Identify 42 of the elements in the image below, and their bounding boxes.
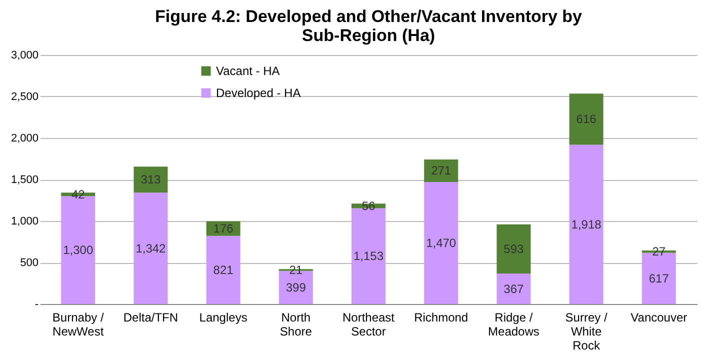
bar	[569, 94, 604, 145]
bar	[134, 166, 168, 193]
data-label: 821	[213, 262, 234, 277]
x-tick-label: North Shore	[280, 310, 312, 338]
x-tick-label: Langleys	[199, 310, 248, 324]
data-label: 313	[140, 172, 162, 187]
chart-title: Figure 4.2: Developed and Other/Vacant Inventory by Sub-Region (Ha)	[154, 7, 583, 45]
y-tick-label: 1,500	[10, 174, 38, 186]
data-label: 399	[286, 280, 306, 294]
bar	[496, 224, 531, 274]
legend-label: Developed - HA	[216, 86, 301, 100]
bar	[424, 159, 458, 182]
y-tick-label: 1,000	[10, 216, 38, 228]
x-tick-label: Delta/TFN	[123, 310, 178, 324]
y-tick-label: 2,000	[10, 132, 38, 144]
data-label: 1,300	[63, 243, 94, 258]
data-label: 1,918	[571, 217, 602, 232]
bar	[206, 236, 240, 304]
bar	[424, 182, 458, 304]
data-label: 1,153	[353, 249, 384, 264]
bar	[134, 192, 168, 304]
data-label: 593	[504, 242, 524, 256]
x-tick-label: Surrey / White Rock	[565, 310, 608, 352]
data-label: 367	[504, 282, 524, 296]
x-tick-label: Ridge / Meadows	[488, 310, 540, 338]
data-label: 1,470	[426, 236, 456, 250]
bar	[569, 144, 604, 304]
x-tick-label: Richmond	[414, 310, 468, 324]
data-label: 176	[213, 222, 234, 236]
x-tick-label: Burnaby / NewWest	[52, 310, 104, 338]
bar	[496, 274, 531, 304]
y-tick-label: 2,500	[10, 91, 38, 103]
data-label: 1,342	[136, 241, 166, 256]
y-tick-label: -	[34, 298, 39, 310]
data-label: 617	[648, 271, 670, 286]
x-tick-label: Vancouver	[630, 310, 688, 324]
data-label: 271	[431, 164, 452, 178]
y-tick-label: 3,000	[10, 50, 38, 62]
legend-label: Vacant - HA	[216, 64, 280, 78]
x-tick-label: Northeast Sector	[342, 310, 396, 338]
data-label: 616	[576, 112, 597, 126]
y-tick-label: 500	[20, 257, 38, 269]
